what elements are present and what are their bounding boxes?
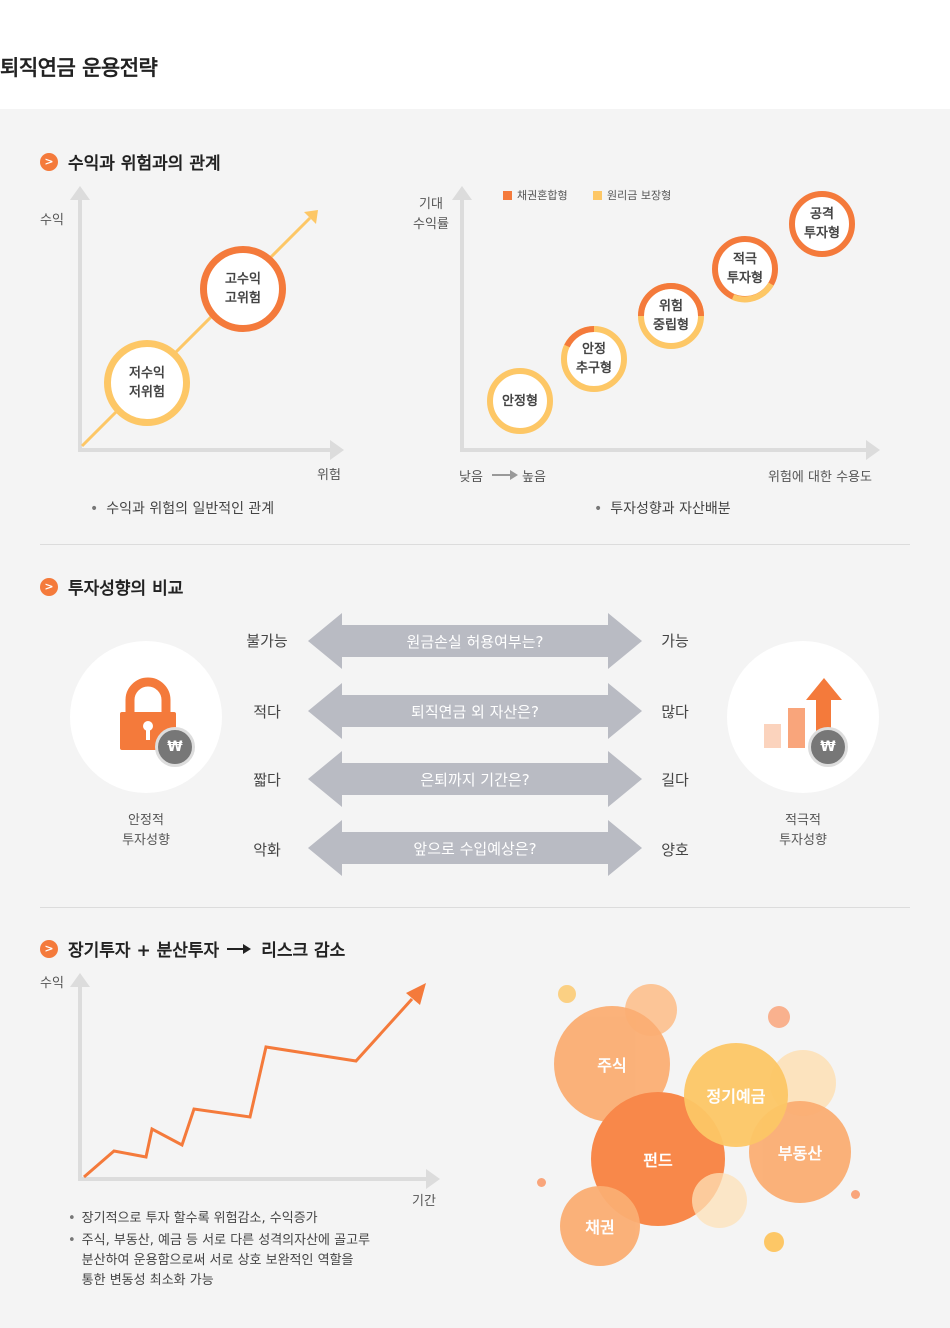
- row-left-value: 악화: [253, 841, 281, 859]
- deco-dot: [558, 985, 576, 1003]
- deco-dot: [692, 1173, 747, 1228]
- type-ring-5: [789, 191, 855, 257]
- deco-dot: [537, 1178, 546, 1187]
- row-question: 원금손실 허용여부는?: [406, 632, 544, 651]
- legend-label: 채권혼합형: [517, 189, 568, 202]
- section2-title: 투자성향의 비교: [68, 579, 184, 599]
- right-chart-xlabel: 위험에 대한 수용도: [768, 470, 872, 485]
- section1-heading: > 수익과 위험과의 관계: [40, 149, 221, 174]
- type-active: 적극 투자형: [727, 252, 763, 286]
- row-right-value: 많다: [661, 703, 689, 721]
- deco-dot: [768, 1006, 790, 1028]
- double-arrow: 원금손실 허용여부는?: [308, 613, 642, 669]
- bullet-dot: •: [68, 1211, 76, 1226]
- left-chart-ylabel: 수익: [40, 213, 64, 228]
- x-axis-arrow: [426, 1169, 440, 1189]
- legend-swatch-orange: [503, 190, 512, 200]
- growth-chart-ylabel: 수익: [40, 976, 64, 991]
- growth-arrow: [406, 983, 426, 1005]
- note-2: • 주식, 부동산, 예금 등 서로 다른 성격의자산에 골고루 분산하여 운용함…: [68, 1231, 370, 1291]
- note-text: 장기적으로 투자 할수록 위험감소, 수익증가: [81, 1211, 318, 1226]
- row-question: 은퇴까지 기간은?: [420, 770, 530, 789]
- section3-title-b: 리스크 감소: [261, 941, 346, 961]
- legend-swatch-yellow: [593, 190, 602, 200]
- row-right-value: 가능: [661, 632, 689, 650]
- note-text: 주식, 부동산, 예금 등 서로 다른 성격의자산에 골고루 분산하여 운용함으…: [81, 1233, 371, 1288]
- section3-title-a: 장기투자 + 분산투자: [68, 941, 220, 961]
- arrow-right-icon: [492, 470, 518, 480]
- section2-heading: > 투자성향의 비교: [40, 574, 183, 599]
- page-title: 퇴직연금 운용전략: [0, 56, 158, 80]
- legend-guaranteed: 원리금 보장형: [593, 187, 671, 203]
- double-arrow: 앞으로 수입예상은?: [308, 820, 642, 876]
- deco-dot: [764, 1232, 784, 1252]
- x-axis-arrow: [866, 440, 880, 460]
- section1-title: 수익과 위험과의 관계: [68, 154, 221, 174]
- divider-2: [40, 907, 910, 908]
- y-axis-arrow: [70, 973, 90, 987]
- bullet-dot: •: [68, 1233, 76, 1248]
- row-left-value: 짧다: [253, 771, 281, 789]
- type-ring-2: [561, 326, 627, 392]
- arrow-right-icon: [227, 943, 252, 954]
- y-axis-arrow: [452, 186, 472, 200]
- type-ring-1: [487, 368, 553, 434]
- bubble-deposit: 정기예금: [684, 1043, 788, 1147]
- chevron-right-icon: >: [40, 577, 58, 596]
- row-question: 퇴직연금 외 자산은?: [411, 702, 539, 721]
- x-axis-arrow: [330, 440, 344, 460]
- bubble-bond: 채권: [560, 1186, 640, 1266]
- x-high-label: 높음: [522, 470, 546, 485]
- row-question: 앞으로 수입예상은?: [413, 839, 537, 858]
- row-right-value: 양호: [661, 841, 689, 859]
- right-chart-ylabel: 기대 수익률: [413, 197, 449, 232]
- active-label: 적극적 투자성향: [779, 813, 827, 848]
- double-arrow: 은퇴까지 기간은?: [308, 751, 642, 807]
- high-risk-circle: 고수익 고위험: [200, 246, 286, 332]
- type-ring-3: [638, 283, 704, 349]
- chevron-right-icon: >: [40, 152, 58, 171]
- row-right-value: 길다: [661, 771, 689, 789]
- risk-return-chart: [70, 186, 344, 460]
- type-stable: 안정형: [502, 393, 538, 409]
- growth-chart: [70, 973, 440, 1189]
- x-low-label: 낮음: [459, 470, 483, 485]
- note-1: • 장기적으로 투자 할수록 위험감소, 수익증가: [68, 1209, 318, 1229]
- won-coin-icon: ₩: [808, 727, 848, 767]
- legend-bond-mixed: 채권혼합형: [503, 187, 568, 203]
- left-chart-caption: 수익과 위험의 일반적인 관계: [90, 498, 274, 518]
- row-left-value: 불가능: [246, 632, 288, 650]
- stable-label: 안정적 투자성향: [122, 813, 170, 848]
- type-aggressive: 공격 투자형: [804, 207, 840, 241]
- growth-chart-xlabel: 기간: [412, 1194, 436, 1209]
- divider-1: [40, 544, 910, 545]
- y-axis-arrow: [70, 186, 90, 200]
- chevron-right-icon: >: [40, 939, 58, 958]
- won-coin-icon: ₩: [155, 727, 195, 767]
- legend-label: 원리금 보장형: [607, 189, 672, 202]
- growth-line: [83, 997, 414, 1179]
- content-panel: > 수익과 위험과의 관계 수익 위험 저수익 저위험 고수익 고위험 수익과 …: [0, 109, 950, 1328]
- left-chart-xlabel: 위험: [317, 468, 341, 483]
- deco-dot: [851, 1190, 860, 1199]
- type-stable-seeking: 안정 추구형: [576, 342, 612, 376]
- trend-arrow: [304, 210, 318, 224]
- investment-type-chart: [452, 186, 880, 460]
- low-risk-circle: 저수익 저위험: [104, 340, 190, 426]
- section3-heading: > 장기투자 + 분산투자 리스크 감소: [40, 936, 345, 961]
- right-chart-caption: 투자성향과 자산배분: [594, 498, 730, 518]
- row-left-value: 적다: [253, 703, 281, 721]
- type-risk-neutral: 위험 중립형: [653, 299, 689, 333]
- type-ring-4: [712, 236, 778, 303]
- double-arrow: 퇴직연금 외 자산은?: [308, 683, 642, 739]
